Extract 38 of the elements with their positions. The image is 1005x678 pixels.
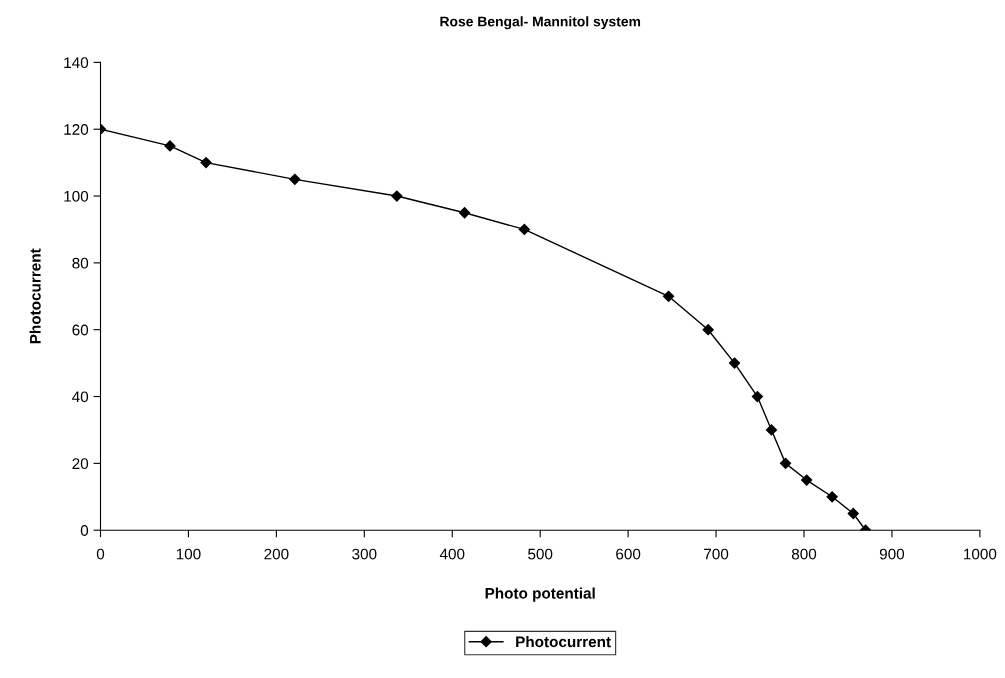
y-axis-title: Photocurrent bbox=[29, 248, 41, 344]
point bbox=[458, 207, 471, 219]
point bbox=[779, 457, 792, 469]
x-tick-label: 200 bbox=[264, 548, 289, 560]
x-tick-label: 0 bbox=[96, 548, 105, 560]
x-tick-label: 500 bbox=[528, 548, 553, 560]
point bbox=[662, 290, 675, 302]
point bbox=[765, 424, 778, 436]
y-tick-label: 20 bbox=[72, 458, 89, 470]
legend-label: Photocurrent bbox=[516, 635, 611, 648]
y-tick-label: 80 bbox=[72, 257, 89, 269]
point bbox=[702, 324, 714, 336]
chart-title: Rose Bengal- Mannitol system bbox=[440, 16, 641, 30]
point bbox=[847, 507, 859, 520]
point bbox=[801, 474, 813, 486]
point bbox=[200, 157, 212, 169]
x-tick-label: 900 bbox=[879, 548, 905, 560]
point bbox=[728, 357, 741, 369]
point bbox=[518, 223, 530, 236]
x-tick-label: 700 bbox=[704, 548, 729, 560]
point bbox=[391, 190, 403, 202]
y-tick-label: 0 bbox=[80, 525, 89, 536]
y-tick-label: 120 bbox=[64, 124, 89, 135]
x-tick-label: 400 bbox=[439, 548, 465, 560]
x-tick-label: 800 bbox=[791, 548, 817, 560]
point bbox=[826, 491, 838, 503]
x-tick-label: 1000 bbox=[964, 548, 997, 560]
x-axis-title: Photo potential bbox=[485, 587, 595, 602]
point bbox=[164, 140, 176, 152]
point bbox=[751, 390, 763, 403]
x-tick-label: 100 bbox=[176, 548, 201, 560]
point bbox=[289, 173, 301, 185]
x-tick-label: 600 bbox=[616, 548, 641, 560]
y-tick-label: 100 bbox=[64, 190, 89, 202]
x-tick-label: 300 bbox=[352, 548, 377, 560]
y-tick-label: 60 bbox=[72, 324, 89, 336]
y-tick-label: 40 bbox=[72, 391, 89, 403]
y-tick-label: 140 bbox=[64, 57, 89, 69]
